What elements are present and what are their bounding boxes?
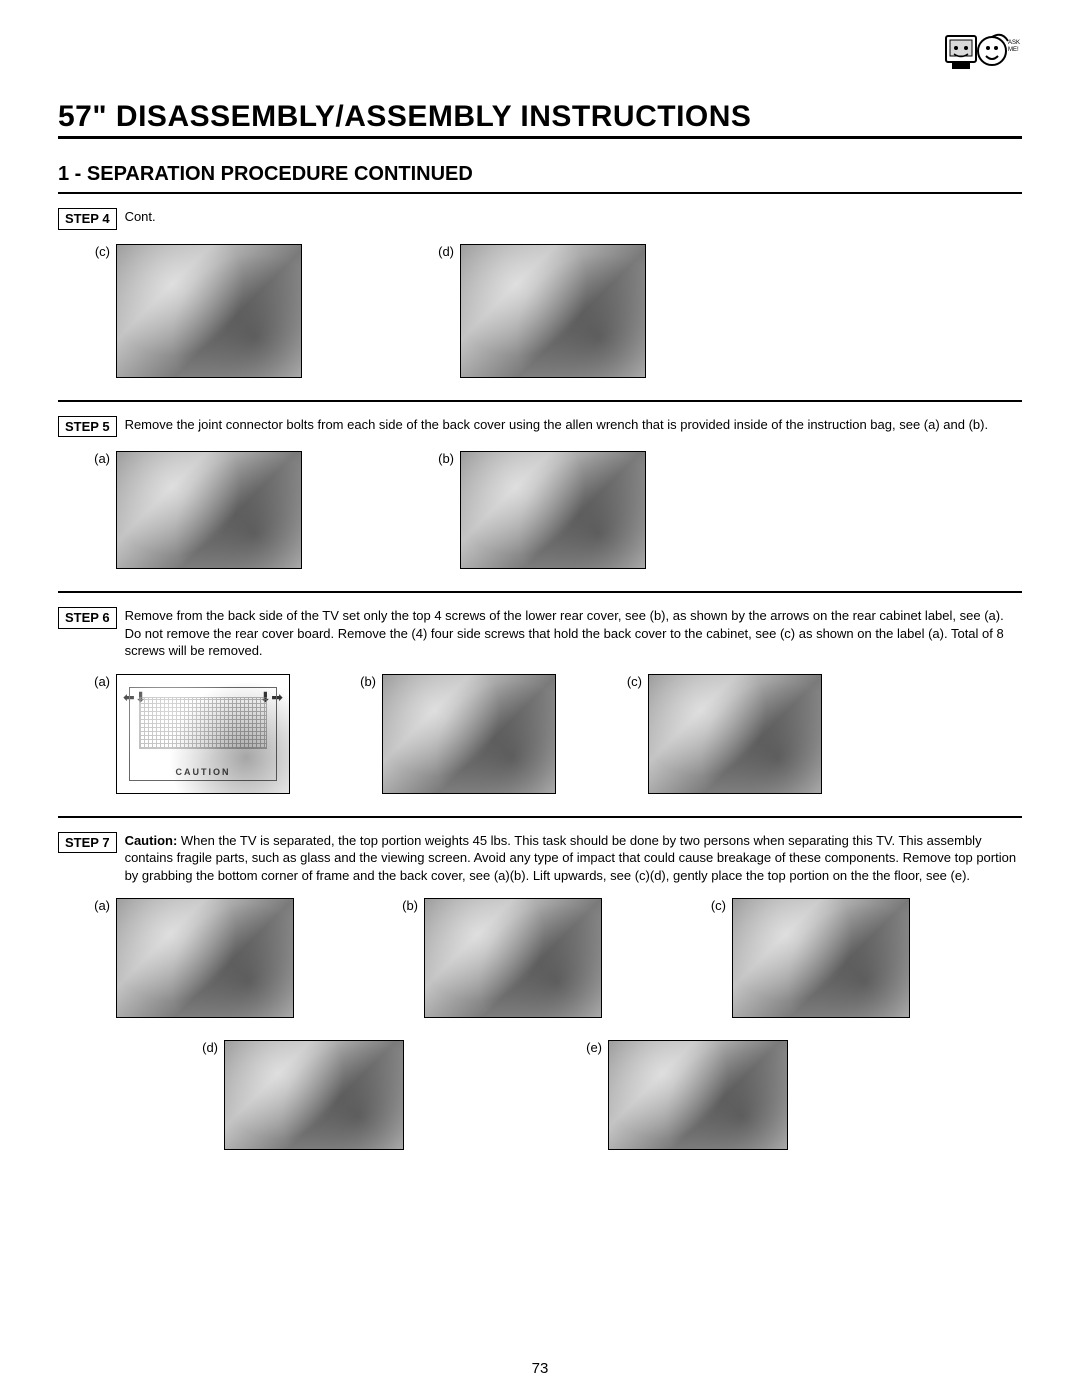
step-text: Remove from the back side of the TV set …	[125, 607, 1022, 660]
step7-img-d: (d)	[200, 1040, 496, 1150]
step-badge: STEP 7	[58, 832, 117, 854]
photo-placeholder	[424, 898, 602, 1018]
photo-placeholder	[732, 898, 910, 1018]
photo-placeholder	[382, 674, 556, 794]
photo-placeholder	[116, 244, 302, 378]
step-7: STEP 7 Caution: When the TV is separated…	[58, 832, 1022, 1151]
step7-img-c: (c)	[708, 898, 1004, 1018]
image-label: (c)	[92, 244, 110, 259]
section-heading: 1 - SEPARATION PROCEDURE CONTINUED	[58, 163, 1022, 194]
step-badge: STEP 5	[58, 416, 117, 438]
step7-img-b: (b)	[400, 898, 696, 1018]
photo-placeholder	[460, 451, 646, 569]
divider	[58, 591, 1022, 593]
caution-text: When the TV is separated, the top portio…	[125, 833, 1017, 883]
divider	[58, 400, 1022, 402]
image-label: (b)	[358, 674, 376, 689]
photo-placeholder	[224, 1040, 404, 1150]
image-label: (b)	[436, 451, 454, 466]
step-text: Caution: When the TV is separated, the t…	[125, 832, 1022, 885]
photo-placeholder	[116, 898, 294, 1018]
step5-img-a: (a)	[92, 451, 412, 569]
step-4: STEP 4 Cont. (c) (d)	[58, 208, 1022, 378]
step-text: Cont.	[125, 208, 1022, 226]
photo-placeholder	[648, 674, 822, 794]
step4-img-d: (d)	[436, 244, 756, 378]
step-badge: STEP 6	[58, 607, 117, 629]
label-panel-illustration: ⬅︎⬇︎⬇︎➡︎ CAUTION	[116, 674, 290, 794]
image-label: (c)	[624, 674, 642, 689]
image-label: (c)	[708, 898, 726, 913]
ask-me-logo: ASK ME!	[944, 30, 1022, 76]
page-title: 57" DISASSEMBLY/ASSEMBLY INSTRUCTIONS	[58, 100, 1022, 139]
step-text: Remove the joint connector bolts from ea…	[125, 416, 1022, 434]
image-label: (a)	[92, 898, 110, 913]
logo-text: ASK	[1008, 40, 1020, 46]
image-label: (b)	[400, 898, 418, 913]
page-number: 73	[0, 1360, 1080, 1377]
step-5: STEP 5 Remove the joint connector bolts …	[58, 416, 1022, 570]
step6-img-a: (a) ⬅︎⬇︎⬇︎➡︎ CAUTION	[92, 674, 350, 794]
image-label: (d)	[200, 1040, 218, 1055]
image-label: (e)	[584, 1040, 602, 1055]
page-header: ASK ME!	[58, 28, 1022, 76]
photo-placeholder	[608, 1040, 788, 1150]
step7-img-e: (e)	[584, 1040, 880, 1150]
photo-placeholder	[116, 451, 302, 569]
step-6: STEP 6 Remove from the back side of the …	[58, 607, 1022, 794]
step6-img-b: (b)	[358, 674, 616, 794]
image-label: (a)	[92, 451, 110, 466]
step5-img-b: (b)	[436, 451, 756, 569]
step4-img-c: (c)	[92, 244, 412, 378]
mascot-icon: ASK ME!	[944, 30, 1022, 76]
step6-img-c: (c)	[624, 674, 882, 794]
divider	[58, 816, 1022, 818]
step7-img-a: (a)	[92, 898, 388, 1018]
image-label: (a)	[92, 674, 110, 689]
svg-text:ME!: ME!	[1008, 47, 1019, 53]
panel-caption: CAUTION	[117, 767, 289, 777]
step-badge: STEP 4	[58, 208, 117, 230]
image-label: (d)	[436, 244, 454, 259]
photo-placeholder	[460, 244, 646, 378]
caution-label: Caution:	[125, 833, 178, 848]
